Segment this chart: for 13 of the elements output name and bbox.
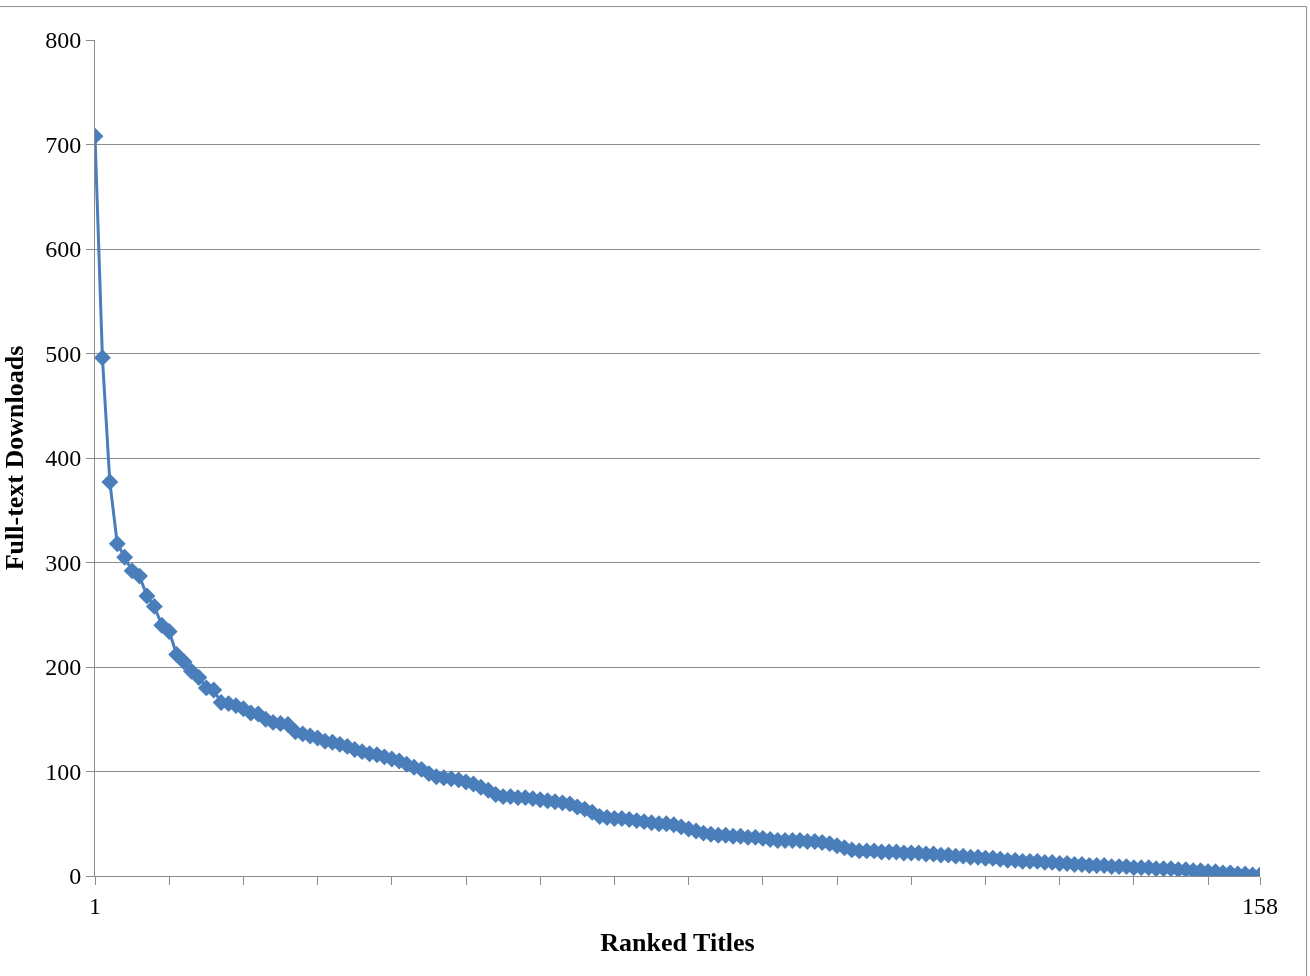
y-tick-label: 500 [45,340,82,367]
y-tick-label: 800 [45,27,82,54]
y-tick-label: 600 [45,236,82,263]
x-tick-label: 158 [1242,892,1278,919]
y-tick-label: 100 [45,758,82,785]
y-tick-label: 300 [45,549,82,576]
x-axis-title: Ranked Titles [600,928,755,958]
x-tick-label: 1 [89,892,101,919]
y-axis-title: Full-text Downloads [0,345,29,571]
y-tick-label: 700 [45,131,82,158]
y-tick-label: 0 [69,863,82,890]
y-tick-label: 200 [45,654,82,681]
y-tick-label: 400 [45,445,82,472]
